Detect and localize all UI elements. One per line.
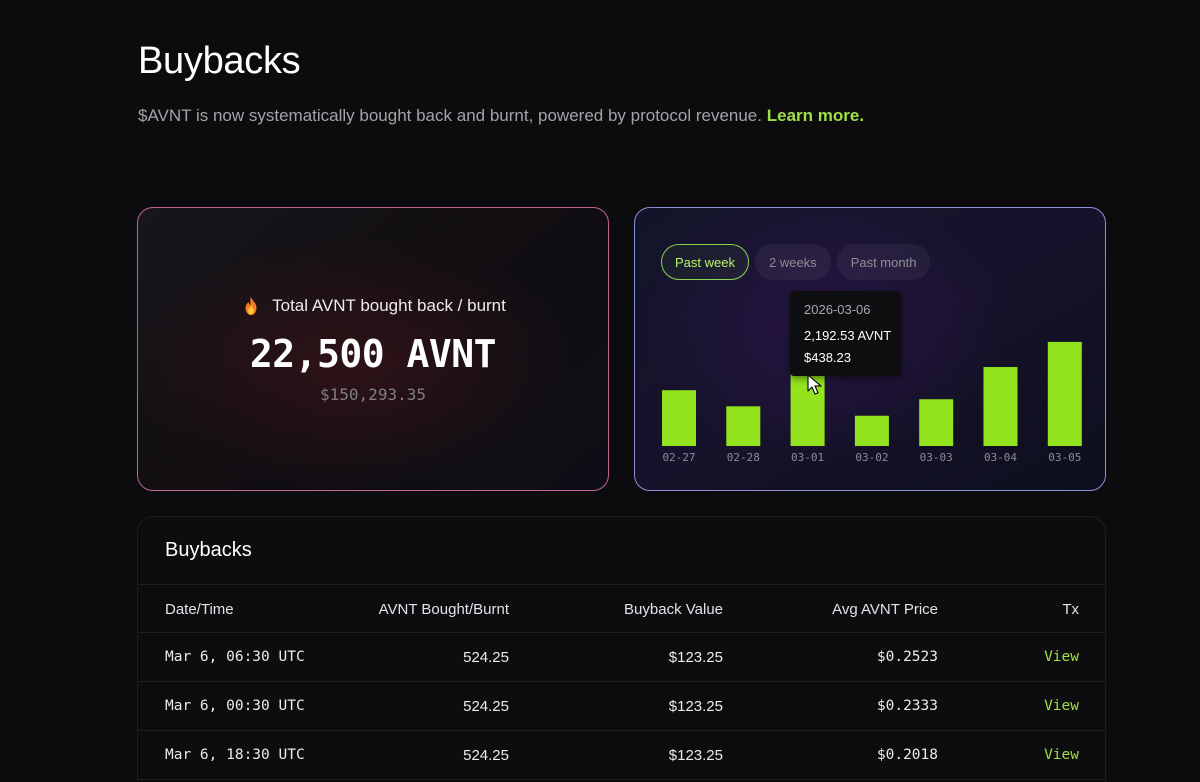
total-burnt-usd: $150,293.35 xyxy=(320,385,426,404)
bar-03-03[interactable] xyxy=(919,399,954,446)
row-buyback-value: $123.25 xyxy=(668,649,723,666)
buyback-chart-card: Past week 2 weeks Past month 02-27 02-28 0… xyxy=(634,207,1106,491)
total-burnt-card: Total AVNT bought back / burnt 22,500 AV… xyxy=(137,207,609,491)
row-avg-price: $0.2523 xyxy=(876,649,938,665)
total-burnt-value: 22,500 AVNT xyxy=(249,332,497,376)
col-avnt-burnt: AVNT Bought/Burnt xyxy=(378,601,509,618)
chart-tooltip: 2026-03-06 2,192.53 AVNT $438.23 xyxy=(790,291,901,376)
buybacks-table-card: Buybacks Date/Time AVNT Bought/Burnt Buy… xyxy=(137,516,1106,782)
row-avnt-burnt: 524.25 xyxy=(463,698,509,715)
bar-03-02[interactable] xyxy=(854,415,889,446)
x-tick-label: 03-04 xyxy=(984,451,1017,464)
row-datetime: Mar 6, 00:30 UTC xyxy=(165,698,305,714)
mouse-cursor-icon xyxy=(807,374,822,395)
table-row: Mar 6, 00:30 UTC 524.25 $123.25 $0.2333 … xyxy=(138,682,1105,731)
page-subtitle: $AVNT is now systematically bought back … xyxy=(138,106,864,126)
x-tick-label: 03-03 xyxy=(920,451,953,464)
row-avnt-burnt: 524.25 xyxy=(463,747,509,764)
tab-past-month[interactable]: Past month xyxy=(836,244,931,280)
tooltip-usd-amount: $438.23 xyxy=(804,350,851,365)
total-burnt-label: Total AVNT bought back / burnt xyxy=(272,296,506,315)
buyback-bar-chart: 02-27 02-28 03-01 03-02 03-03 03-04 03-05 xyxy=(662,341,1082,464)
table-title: Buybacks xyxy=(165,539,252,561)
x-tick-label: 02-28 xyxy=(727,451,760,464)
learn-more-link[interactable]: Learn more. xyxy=(766,106,865,125)
period-tabs: Past week 2 weeks Past month xyxy=(661,244,931,280)
table-row: Mar 6, 06:30 UTC 524.25 $123.25 $0.2523 … xyxy=(138,633,1105,682)
row-tx-view-link[interactable]: View xyxy=(1044,747,1079,763)
row-tx-view-link[interactable]: View xyxy=(1044,698,1079,714)
bar-02-28[interactable] xyxy=(726,406,761,446)
tab-2-weeks[interactable]: 2 weeks xyxy=(754,244,831,280)
col-buyback-value: Buyback Value xyxy=(624,601,723,618)
x-tick-label: 02-27 xyxy=(662,451,695,464)
page-title: Buybacks xyxy=(138,40,301,82)
col-tx: Tx xyxy=(1062,601,1079,618)
x-tick-label: 03-01 xyxy=(791,451,824,464)
total-burnt-header: Total AVNT bought back / burnt xyxy=(138,295,608,317)
tooltip-avnt-amount: 2,192.53 AVNT xyxy=(804,328,892,343)
subtitle-text: $AVNT is now systematically bought back … xyxy=(138,106,762,125)
col-avg-price: Avg AVNT Price xyxy=(832,601,938,618)
col-datetime: Date/Time xyxy=(165,601,234,618)
x-tick-label: 03-02 xyxy=(855,451,888,464)
row-avg-price: $0.2018 xyxy=(876,747,938,763)
flame-icon xyxy=(245,296,257,316)
bar-03-04[interactable] xyxy=(983,367,1018,446)
bar-03-05[interactable] xyxy=(1047,341,1082,446)
row-buyback-value: $123.25 xyxy=(668,747,723,764)
row-datetime: Mar 6, 18:30 UTC xyxy=(165,747,305,763)
row-tx-view-link[interactable]: View xyxy=(1044,649,1079,665)
row-buyback-value: $123.25 xyxy=(668,698,723,715)
table-header-row: Date/Time AVNT Bought/Burnt Buyback Valu… xyxy=(138,584,1105,633)
row-datetime: Mar 6, 06:30 UTC xyxy=(165,649,305,665)
bar-02-27[interactable] xyxy=(662,390,696,446)
row-avnt-burnt: 524.25 xyxy=(463,649,509,666)
tab-past-week[interactable]: Past week xyxy=(661,244,749,280)
tooltip-date: 2026-03-06 xyxy=(804,302,871,317)
x-tick-label: 03-05 xyxy=(1048,451,1081,464)
row-avg-price: $0.2333 xyxy=(876,698,938,714)
table-row: Mar 6, 18:30 UTC 524.25 $123.25 $0.2018 … xyxy=(138,731,1105,780)
